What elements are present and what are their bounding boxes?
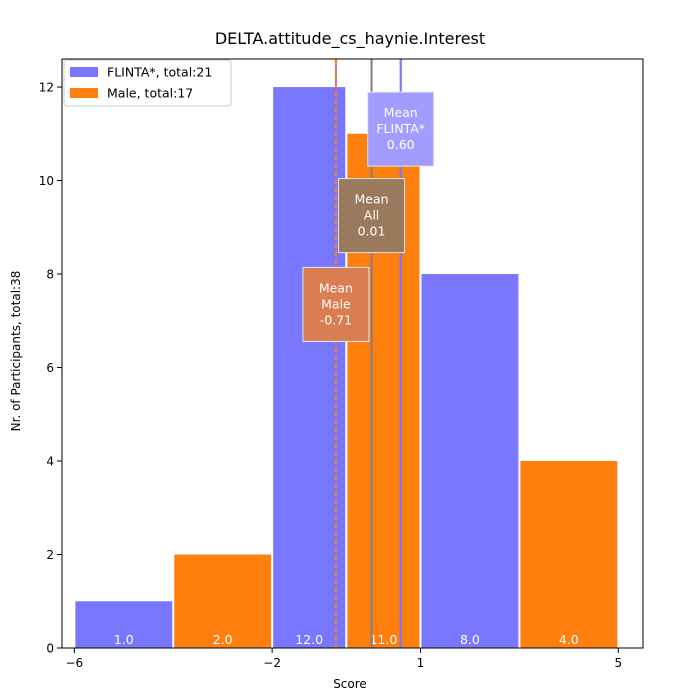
- legend-entry-label: FLINTA*, total:21: [107, 65, 212, 80]
- bar-value-label: 12.0: [295, 632, 323, 647]
- y-tick-label: 4: [46, 455, 54, 469]
- bar-value-label: 4.0: [559, 632, 579, 647]
- y-tick-label: 12: [39, 81, 54, 95]
- y-axis-label: Nr. of Participants, total:38: [9, 271, 23, 432]
- mean-box-text: Mean: [355, 192, 389, 207]
- mean-box-text: Mean: [384, 105, 418, 120]
- mean-box-text: Mean: [319, 280, 353, 295]
- y-tick-label: 6: [46, 361, 54, 375]
- mean-box-text: All: [364, 208, 380, 223]
- bar-value-label: 2.0: [213, 632, 233, 647]
- mean-box-text: 0.60: [387, 137, 415, 152]
- mean-box-text: 0.01: [358, 224, 386, 239]
- x-tick-label: −6: [66, 656, 84, 670]
- bar-series-1-2: [520, 461, 618, 648]
- y-tick-label: 0: [46, 642, 54, 656]
- x-tick-label: 1: [417, 656, 425, 670]
- bar-value-label: 11.0: [369, 632, 397, 647]
- bar-series-1-0: [174, 554, 272, 648]
- mean-box-flinta: [367, 91, 435, 167]
- y-tick-label: 10: [39, 174, 54, 188]
- legend-entry-label: Male, total:17: [107, 86, 193, 101]
- legend-swatch: [70, 67, 98, 77]
- mean-box-text: FLINTA*: [376, 121, 425, 136]
- x-tick-label: −2: [263, 656, 281, 670]
- bar-series-0-0: [75, 601, 173, 648]
- mean-box-male: [302, 266, 370, 342]
- bar-series-0-2: [421, 274, 519, 648]
- legend-swatch: [70, 88, 98, 98]
- mean-box-text: -0.71: [320, 312, 352, 327]
- y-tick-label: 2: [46, 548, 54, 562]
- legend-frame: [63, 59, 232, 107]
- mean-box-text: Male: [321, 296, 351, 311]
- bar-value-label: 1.0: [114, 632, 134, 647]
- bar-series-0-1: [273, 87, 346, 649]
- plot-frame: [61, 58, 644, 649]
- legend: FLINTA*, total:21 Male, total:17: [63, 59, 232, 107]
- mean-box-all: [338, 178, 406, 254]
- x-axis-label: Score: [333, 677, 367, 691]
- bar-value-label: 8.0: [460, 632, 480, 647]
- y-tick-label: 8: [46, 268, 54, 282]
- chart-title: DELTA.attitude_cs_haynie.Interest: [215, 29, 485, 49]
- x-tick-label: 5: [614, 656, 622, 670]
